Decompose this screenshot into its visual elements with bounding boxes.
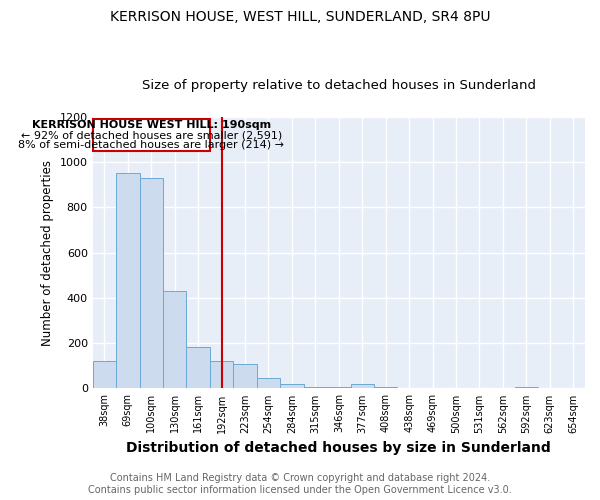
Bar (350, 384, 374, 388)
Bar (140, 178, 163, 388)
Bar (280, 384, 304, 388)
FancyBboxPatch shape (92, 119, 210, 151)
Bar (92, 362, 116, 388)
Bar (116, 174, 140, 388)
Bar (187, 346, 210, 389)
Bar (210, 362, 233, 388)
Bar (233, 364, 257, 388)
Bar (257, 378, 280, 388)
Title: Size of property relative to detached houses in Sunderland: Size of property relative to detached ho… (142, 79, 536, 92)
Text: KERRISON HOUSE, WEST HILL, SUNDERLAND, SR4 8PU: KERRISON HOUSE, WEST HILL, SUNDERLAND, S… (110, 10, 490, 24)
Bar (304, 386, 327, 388)
X-axis label: Distribution of detached houses by size in Sunderland: Distribution of detached houses by size … (127, 441, 551, 455)
Text: ← 92% of detached houses are smaller (2,591): ← 92% of detached houses are smaller (2,… (20, 130, 282, 140)
Text: 8% of semi-detached houses are larger (214) →: 8% of semi-detached houses are larger (2… (18, 140, 284, 150)
Y-axis label: Number of detached properties: Number of detached properties (41, 160, 54, 346)
Bar (163, 291, 187, 388)
Text: Contains HM Land Registry data © Crown copyright and database right 2024.
Contai: Contains HM Land Registry data © Crown c… (88, 474, 512, 495)
Text: KERRISON HOUSE WEST HILL: 190sqm: KERRISON HOUSE WEST HILL: 190sqm (32, 120, 271, 130)
